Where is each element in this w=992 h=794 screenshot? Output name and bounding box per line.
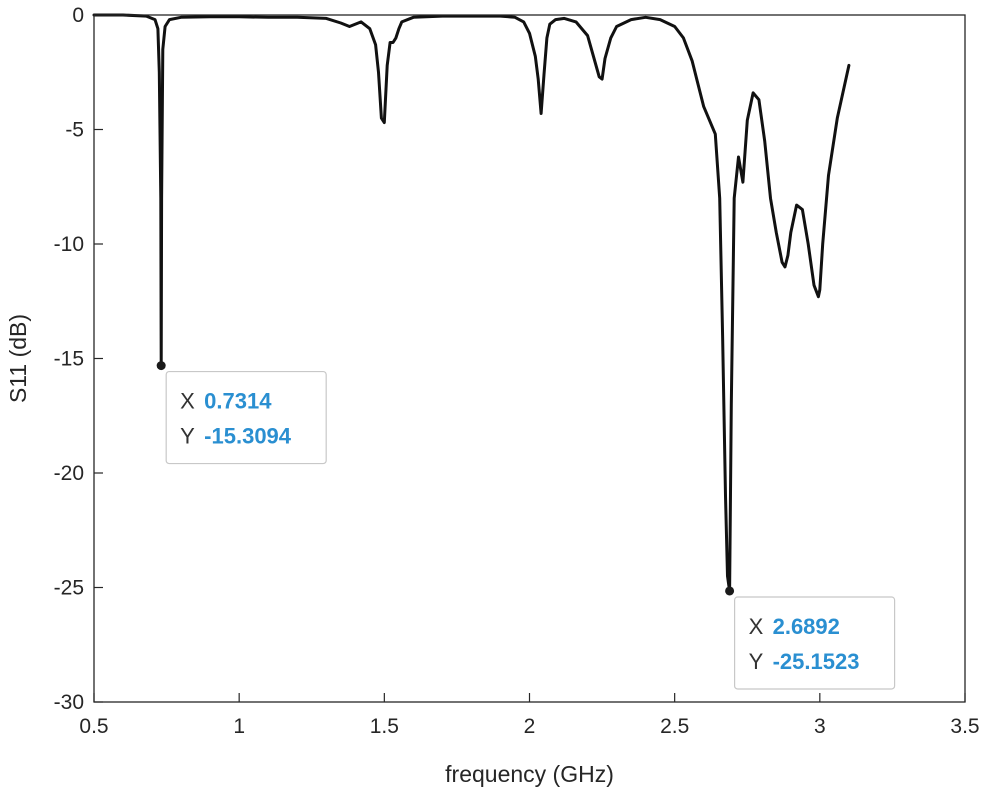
plot-frame [93,14,966,703]
x-axis-label: frequency (GHz) [445,761,614,787]
x-tick-label: 2 [524,715,536,738]
data-tip-box [165,370,327,465]
y-tick-label: -15 [54,348,84,371]
data-tip-x-key: X [180,389,195,414]
series-layer [92,13,851,593]
annotation-layer: X 0.7314 Y -15.3094 X 2.6892 Y -25.1523 [156,361,896,690]
x-tick-label: 2.5 [660,715,689,738]
x-tick-label: 0.5 [79,715,108,738]
data-tip-x-value: 0.7314 [204,389,272,414]
data-tip-y-value: -15.3094 [204,424,292,449]
data-tip-y-key: Y [749,649,764,674]
y-axis-label: S11 (dB) [5,314,31,403]
x-tick-label: 3.5 [950,715,979,738]
y-tick-label: -5 [65,119,84,142]
data-tip-marker [725,586,735,596]
y-tick-label: -20 [54,462,84,485]
data-tip-y-key: Y [180,424,195,449]
y-tick-label: -30 [54,691,84,714]
data-tip-marker [156,361,166,371]
x-tick-label: 3 [814,715,826,738]
data-tip[interactable]: X 2.6892 Y -25.1523 [725,586,896,690]
data-tip[interactable]: X 0.7314 Y -15.3094 [156,361,327,465]
data-tip-x-value: 2.6892 [773,614,840,639]
data-tip-y-value: -25.1523 [773,649,860,674]
data-tip-x-key: X [749,614,764,639]
ticks-layer: 0.5 1 1.5 2 2.5 3 3.5 0 -5 -10 -15 -20 -25 -30 [54,4,980,738]
x-tick-label: 1 [233,715,245,738]
y-tick-label: -10 [54,233,84,256]
data-tip-box [733,596,896,690]
x-tick-label: 1.5 [370,715,399,738]
y-tick-label: -25 [54,577,84,600]
y-tick-label: 0 [72,4,84,27]
s11-curve [92,13,851,593]
